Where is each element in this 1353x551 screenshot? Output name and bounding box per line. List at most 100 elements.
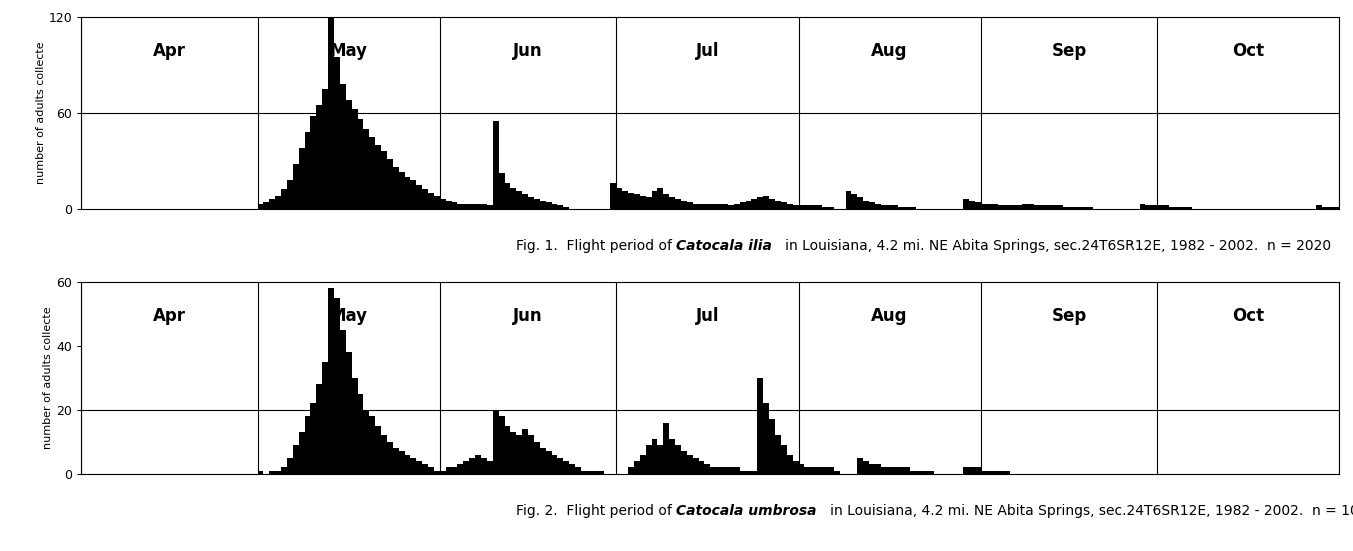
Bar [534, 199, 540, 209]
Bar [1051, 206, 1057, 209]
Bar [687, 202, 693, 209]
Bar [452, 202, 457, 209]
Bar [728, 467, 733, 474]
Bar [410, 180, 417, 209]
Bar [658, 188, 663, 209]
Bar [292, 164, 299, 209]
Bar [828, 207, 833, 209]
Bar [1011, 206, 1016, 209]
Bar [705, 204, 710, 209]
Bar [1146, 206, 1151, 209]
Text: Catocala ilia: Catocala ilia [676, 239, 773, 253]
Bar [475, 204, 482, 209]
Bar [746, 201, 751, 209]
Bar [257, 471, 264, 474]
Bar [986, 471, 993, 474]
Bar [898, 467, 904, 474]
Bar [781, 445, 786, 474]
Bar [999, 206, 1004, 209]
Bar [463, 461, 469, 474]
Bar [710, 204, 716, 209]
Bar [652, 191, 658, 209]
Bar [387, 159, 392, 209]
Bar [469, 458, 475, 474]
Bar [275, 471, 281, 474]
Bar [1157, 206, 1164, 209]
Bar [1028, 204, 1034, 209]
Bar [886, 206, 893, 209]
Bar [846, 191, 851, 209]
Bar [728, 206, 733, 209]
Bar [886, 467, 893, 474]
Bar [781, 202, 786, 209]
Bar [999, 471, 1004, 474]
Y-axis label: number of adults collecte: number of adults collecte [43, 306, 54, 449]
Bar [422, 190, 428, 209]
Bar [357, 119, 364, 209]
Bar [563, 461, 570, 474]
Bar [640, 455, 645, 474]
Bar [769, 419, 775, 474]
Bar [334, 57, 340, 209]
Bar [1074, 207, 1081, 209]
Bar [598, 471, 605, 474]
Bar [710, 467, 716, 474]
Bar [269, 471, 275, 474]
Bar [645, 445, 652, 474]
Text: May: May [330, 307, 368, 325]
Bar [299, 148, 304, 209]
Bar [798, 464, 805, 474]
Bar [823, 467, 828, 474]
Bar [976, 467, 981, 474]
Bar [904, 467, 911, 474]
Bar [399, 172, 405, 209]
Bar [1334, 207, 1339, 209]
Bar [352, 110, 357, 209]
Bar [575, 467, 580, 474]
Bar [875, 464, 881, 474]
Bar [528, 197, 534, 209]
Bar [670, 439, 675, 474]
Bar [487, 461, 492, 474]
Bar [622, 191, 628, 209]
Bar [775, 201, 781, 209]
Bar [1063, 207, 1069, 209]
Bar [457, 204, 463, 209]
Bar [786, 455, 793, 474]
Bar [310, 116, 317, 209]
Bar [628, 467, 635, 474]
Bar [534, 442, 540, 474]
Bar [340, 84, 346, 209]
Bar [557, 206, 563, 209]
Bar [269, 199, 275, 209]
Bar [645, 197, 652, 209]
Bar [563, 207, 570, 209]
Bar [440, 471, 445, 474]
Bar [740, 471, 746, 474]
Bar [1086, 207, 1092, 209]
Bar [545, 202, 552, 209]
Bar [1174, 207, 1181, 209]
Bar [911, 207, 916, 209]
Bar [322, 89, 329, 209]
Bar [698, 461, 705, 474]
Bar [769, 199, 775, 209]
Bar [482, 458, 487, 474]
Bar [616, 188, 622, 209]
Bar [510, 432, 517, 474]
Bar [916, 471, 921, 474]
Bar [751, 199, 758, 209]
Bar [981, 204, 986, 209]
Bar [463, 204, 469, 209]
Bar [299, 432, 304, 474]
Text: Fig. 1.  Flight period of: Fig. 1. Flight period of [515, 239, 676, 253]
Bar [723, 467, 728, 474]
Bar [428, 193, 434, 209]
Bar [693, 458, 698, 474]
Bar [505, 426, 510, 474]
Bar [687, 455, 693, 474]
Text: Jun: Jun [513, 42, 543, 60]
Bar [705, 464, 710, 474]
Bar [580, 471, 587, 474]
Bar [670, 197, 675, 209]
